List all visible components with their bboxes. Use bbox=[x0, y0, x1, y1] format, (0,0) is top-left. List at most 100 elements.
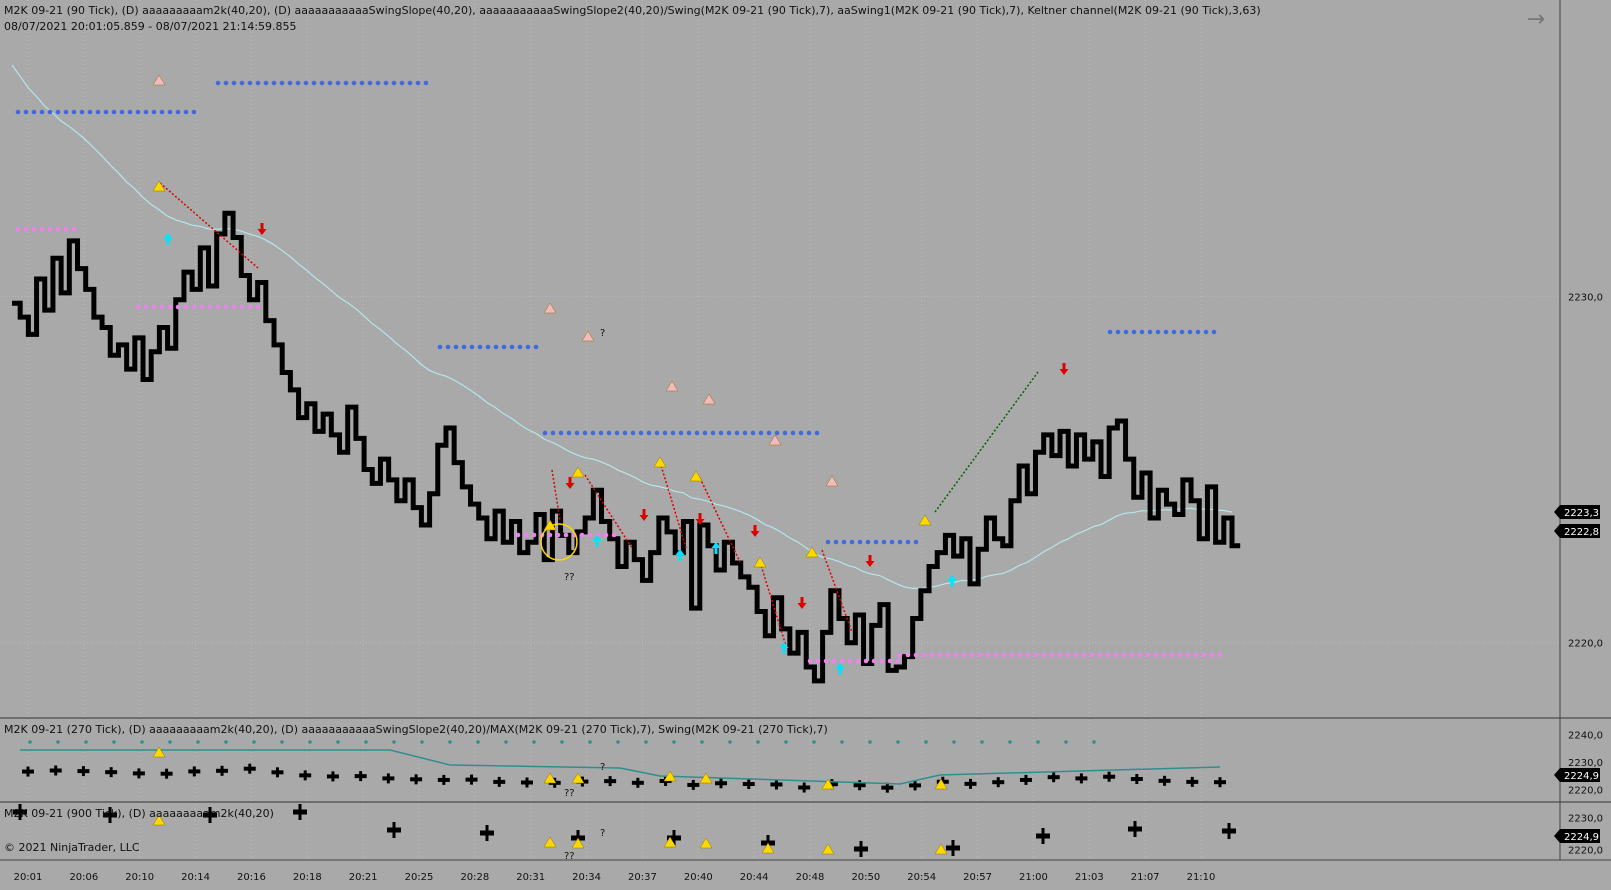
mid-swing-dot bbox=[1064, 740, 1068, 744]
swing-low-dot bbox=[563, 532, 569, 538]
up-arrow-icon bbox=[675, 549, 685, 561]
swing-high-dot bbox=[391, 80, 397, 86]
swing-low-dot bbox=[15, 226, 21, 232]
swing-high-dot bbox=[445, 344, 451, 350]
swing-low-dot bbox=[1185, 652, 1191, 658]
mid-swing-dot bbox=[224, 740, 228, 744]
time-tick-label: 20:18 bbox=[293, 872, 322, 883]
swing-low-dot bbox=[977, 652, 983, 658]
swing-high-dot bbox=[798, 430, 804, 436]
swing-high-dot bbox=[175, 109, 181, 115]
swing-low-dot bbox=[1033, 652, 1039, 658]
swing-low-dot bbox=[1025, 652, 1031, 658]
up-arrow-icon bbox=[779, 642, 789, 654]
mid-last-price-label: 2224,9 bbox=[1564, 771, 1599, 782]
mid-swing-dot bbox=[560, 740, 564, 744]
time-tick-label: 20:40 bbox=[684, 872, 713, 883]
mid-swing-dot bbox=[1008, 740, 1012, 744]
swing-high-dot bbox=[582, 430, 588, 436]
mid-last-price-label-box bbox=[1554, 768, 1600, 782]
swing-low-dot bbox=[1105, 652, 1111, 658]
swing-low-dot bbox=[1089, 652, 1095, 658]
swing-high-dot bbox=[550, 430, 556, 436]
swing-high-dot bbox=[143, 109, 149, 115]
annotation-question: ? bbox=[600, 328, 605, 339]
swing-high-dot bbox=[905, 539, 911, 545]
swing-high-dot bbox=[375, 80, 381, 86]
swing-low-dot bbox=[1137, 652, 1143, 658]
slope-line-down bbox=[159, 182, 259, 269]
down-arrow-icon bbox=[257, 223, 267, 235]
highlight-circle bbox=[540, 523, 578, 561]
time-tick-label: 20:57 bbox=[963, 872, 992, 883]
swing-high-dot bbox=[295, 80, 301, 86]
swing-high-dot bbox=[343, 80, 349, 86]
swing-high-dot bbox=[1107, 329, 1113, 335]
mid-swing-dot bbox=[364, 740, 368, 744]
time-tick-label: 21:03 bbox=[1075, 872, 1104, 883]
swing-low-dot bbox=[199, 304, 205, 310]
mid-up-marker-icon bbox=[821, 778, 835, 790]
swing-high-dot bbox=[31, 109, 37, 115]
swing-low-dot bbox=[993, 652, 999, 658]
bottom-annotation-question: ?? bbox=[564, 851, 575, 862]
swing-low-dot bbox=[1177, 652, 1183, 658]
time-tick-label: 20:54 bbox=[907, 872, 936, 883]
scroll-right-arrow-icon[interactable]: → bbox=[1526, 7, 1546, 32]
swing-low-dot bbox=[247, 304, 253, 310]
mid-price-tick-label: 2220,0 bbox=[1568, 785, 1603, 796]
swing-high-dot bbox=[15, 109, 21, 115]
up-marker-icon bbox=[152, 180, 166, 192]
swing-high-dot bbox=[111, 109, 117, 115]
swing-high-dot bbox=[239, 80, 245, 86]
swing-high-dot bbox=[415, 80, 421, 86]
time-tick-label: 20:37 bbox=[628, 872, 657, 883]
copyright-text: © 2021 NinjaTrader, LLC bbox=[4, 841, 140, 854]
swing-low-dot bbox=[231, 304, 237, 310]
mid-swing-dot bbox=[924, 740, 928, 744]
mid-swing-dot bbox=[280, 740, 284, 744]
swing-high-dot bbox=[71, 109, 77, 115]
swing-low-dot bbox=[215, 304, 221, 310]
time-tick-label: 21:00 bbox=[1019, 872, 1048, 883]
swing-high-dot bbox=[127, 109, 133, 115]
bottom-up-marker-icon bbox=[571, 837, 585, 849]
swing-high-dot bbox=[841, 539, 847, 545]
mid-swing-dot bbox=[644, 740, 648, 744]
swing-high-dot bbox=[287, 80, 293, 86]
time-tick-label: 20:14 bbox=[181, 872, 210, 883]
swing-low-dot bbox=[815, 658, 821, 664]
mid-swing-dot bbox=[112, 740, 116, 744]
swing-high-dot bbox=[1211, 329, 1217, 335]
swing-high-dot bbox=[255, 80, 261, 86]
swing-low-dot bbox=[913, 652, 919, 658]
swing-high-dot bbox=[135, 109, 141, 115]
swing-high-dot bbox=[1171, 329, 1177, 335]
swing-high-dot bbox=[215, 80, 221, 86]
swing-high-dot bbox=[542, 430, 548, 436]
swing-high-dot bbox=[913, 539, 919, 545]
up-marker-icon bbox=[753, 556, 767, 568]
swing-high-dot bbox=[1155, 329, 1161, 335]
bottom-up-marker-icon bbox=[152, 814, 166, 826]
time-tick-label: 20:28 bbox=[460, 872, 489, 883]
swing-low-dot bbox=[969, 652, 975, 658]
mid-max-line bbox=[20, 749, 1221, 785]
swing-high-dot bbox=[271, 80, 277, 86]
up-arrow-icon bbox=[711, 542, 721, 554]
time-tick-label: 20:48 bbox=[796, 872, 825, 883]
mid-swing-dot bbox=[448, 740, 452, 744]
swing-high-dot bbox=[1179, 329, 1185, 335]
down-arrow-icon bbox=[1059, 363, 1069, 375]
mid-swing-dot bbox=[756, 740, 760, 744]
swing-high-dot bbox=[873, 539, 879, 545]
mid-swing-dot bbox=[672, 740, 676, 744]
bottom-price-tick-label: 2220,0 bbox=[1568, 846, 1603, 857]
mid-swing-dot bbox=[476, 740, 480, 744]
swing-low-dot bbox=[579, 532, 585, 538]
swing-low-dot bbox=[921, 652, 927, 658]
swing-high-dot bbox=[1187, 329, 1193, 335]
up-marker-icon bbox=[689, 470, 703, 482]
